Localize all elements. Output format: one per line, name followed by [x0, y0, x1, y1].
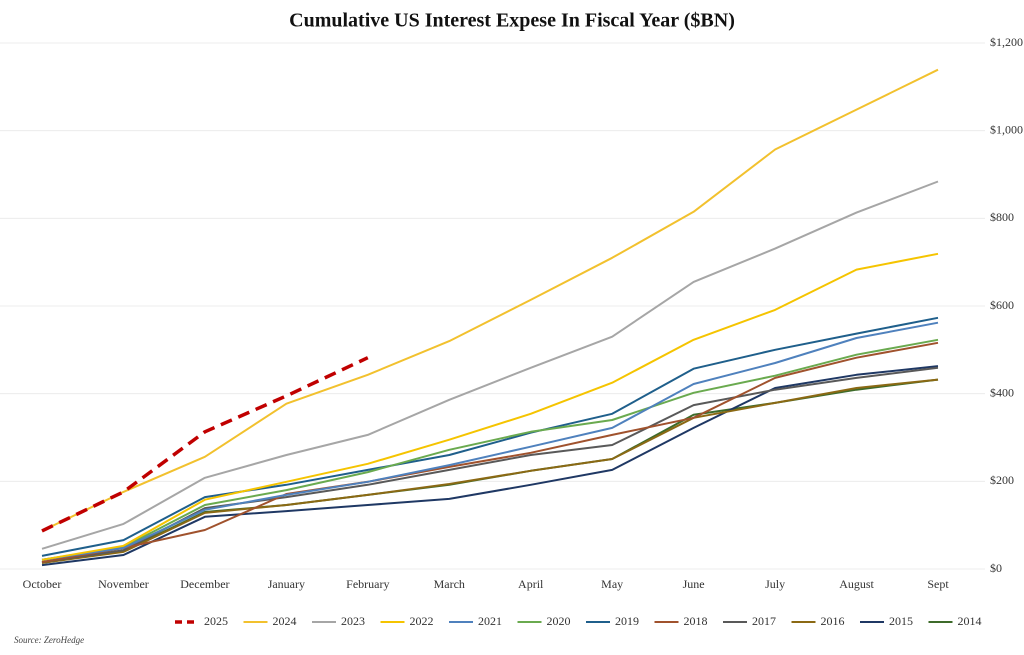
series-line	[41, 338, 939, 561]
y-tick-label: $200	[990, 473, 1014, 487]
y-tick-label: $800	[990, 210, 1014, 224]
legend-label: 2014	[958, 614, 982, 628]
series-line	[41, 321, 939, 561]
x-tick-label: April	[518, 577, 544, 591]
x-tick-label: March	[434, 577, 465, 591]
x-tick-label: November	[98, 577, 149, 591]
y-tick-label: $1,200	[990, 35, 1023, 49]
y-tick-label: $600	[990, 298, 1014, 312]
y-tick-label: $1,000	[990, 122, 1023, 136]
series-line	[41, 68, 939, 532]
x-tick-label: August	[839, 577, 874, 591]
x-tick-label: July	[765, 577, 785, 591]
legend-label: 2018	[684, 614, 708, 628]
x-tick-label: January	[268, 577, 305, 591]
x-tick-label: May	[601, 577, 623, 591]
series-line	[41, 341, 939, 563]
legend-label: 2021	[478, 614, 502, 628]
x-tick-label: October	[23, 577, 62, 591]
series-line	[41, 378, 939, 564]
x-tick-label: Sept	[927, 577, 949, 591]
series-line	[41, 356, 369, 533]
series-line	[41, 180, 939, 550]
legend-label: 2025	[204, 614, 228, 628]
legend-label: 2015	[889, 614, 913, 628]
legend-label: 2022	[410, 614, 434, 628]
x-tick-label: June	[683, 577, 705, 591]
x-tick-label: December	[180, 577, 229, 591]
legend-label: 2020	[547, 614, 571, 628]
x-tick-label: February	[346, 577, 389, 591]
legend-label: 2016	[821, 614, 845, 628]
legend-label: 2023	[341, 614, 365, 628]
series-line	[41, 252, 939, 561]
source: Source: ZeroHedge	[14, 635, 84, 645]
y-tick-label: $0	[990, 561, 1002, 575]
legend-label: 2017	[752, 614, 776, 628]
legend-label: 2019	[615, 614, 639, 628]
series-line	[41, 365, 939, 567]
legend-label: 2024	[273, 614, 297, 628]
y-tick-label: $400	[990, 385, 1014, 399]
chart-title: Cumulative US Interest Expese In Fiscal …	[289, 10, 735, 32]
series-line	[41, 316, 939, 557]
